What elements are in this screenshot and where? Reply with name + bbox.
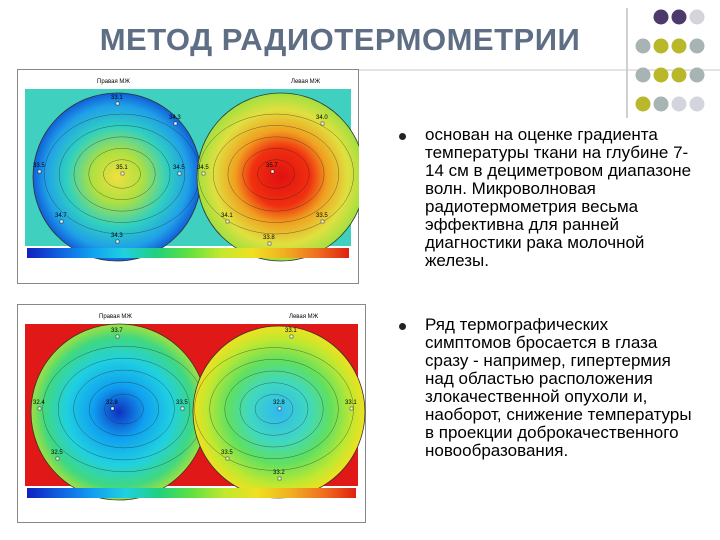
point-marker — [55, 456, 60, 461]
point-marker — [320, 219, 325, 224]
panel-label: Правая МЖ — [97, 79, 130, 85]
isoline — [198, 113, 354, 235]
bullet-marker — [399, 323, 406, 330]
point-marker — [120, 171, 125, 176]
point-marker — [267, 241, 272, 246]
point-marker — [177, 171, 182, 176]
point-value: 34.7 — [55, 213, 67, 219]
decor-dot — [635, 38, 651, 54]
isoline — [103, 159, 141, 189]
decor-dot — [653, 96, 669, 112]
decor-dot — [689, 67, 705, 83]
isoline — [73, 369, 175, 449]
thermo-map: Правая МЖ Левая МЖ 33.1 34.3 33.5 35.1 34.5 34.… — [17, 69, 359, 284]
point-marker — [115, 101, 120, 106]
decor-dot — [689, 96, 705, 112]
point-value: 33.8 — [263, 235, 275, 241]
point-marker — [201, 171, 206, 176]
decor-dot — [653, 38, 669, 54]
point-value: 34.1 — [221, 213, 233, 219]
point-value: 33.7 — [111, 328, 123, 334]
isoline — [73, 136, 171, 212]
point-value: 33.1 — [111, 95, 123, 101]
isoline — [254, 394, 294, 424]
isoline — [257, 159, 295, 189]
slide-title: МЕТОД РАДИОТЕРМОМЕТРИИ — [99, 22, 581, 57]
isoline — [227, 136, 325, 212]
color-scale — [27, 488, 356, 498]
point-marker — [180, 406, 185, 411]
isoline — [212, 125, 340, 223]
isoline — [242, 148, 310, 200]
color-scale — [27, 248, 349, 258]
point-value: 34.0 — [316, 115, 328, 121]
isoline — [209, 359, 339, 459]
panel-label: Правая МЖ — [99, 314, 132, 320]
point-value: 33.5 — [221, 450, 233, 456]
bullet-marker — [399, 133, 406, 140]
point-value: 32.4 — [33, 400, 45, 406]
point-marker — [277, 406, 282, 411]
isoline — [88, 381, 160, 437]
panel-label: Левая МЖ — [291, 79, 321, 85]
breast-map — [196, 92, 359, 262]
decor-dot — [635, 96, 651, 112]
panel-label: Левая МЖ — [289, 314, 319, 320]
point-value: 33.1 — [345, 400, 357, 406]
isoline — [58, 125, 186, 223]
point-value: 32.8 — [106, 400, 118, 406]
point-marker — [270, 169, 275, 174]
isoline — [239, 382, 309, 436]
point-value: 33.1 — [285, 328, 297, 334]
point-marker — [277, 476, 282, 481]
point-marker — [110, 406, 115, 411]
decor-dot — [689, 9, 705, 25]
decor-dot — [671, 38, 687, 54]
decor-dot — [671, 9, 687, 25]
decor-dot — [671, 67, 687, 83]
isoline — [224, 370, 324, 448]
decor-dot — [653, 67, 669, 83]
decor-dot — [635, 67, 651, 83]
point-value: 35.1 — [116, 165, 128, 171]
point-marker — [59, 219, 64, 224]
decor-dot — [653, 9, 669, 25]
point-marker — [349, 406, 354, 411]
point-value: 32.5 — [51, 450, 63, 456]
point-marker — [289, 334, 294, 339]
point-value: 33.5 — [176, 400, 188, 406]
isoline — [104, 393, 144, 425]
point-value: 34.3 — [169, 115, 181, 121]
bullet-text: основан на оценке градиента температуры … — [425, 125, 692, 270]
thermo-map: Правая МЖ Левая МЖ 33.7 32.4 32.8 33.5 32.5 33.… — [17, 304, 366, 523]
point-marker — [173, 121, 178, 126]
breast-map — [30, 323, 208, 501]
point-value: 33.5 — [316, 213, 328, 219]
point-marker — [225, 456, 230, 461]
isoline — [88, 148, 156, 200]
decor-dot — [671, 96, 687, 112]
point-value: 32.8 — [273, 400, 285, 406]
point-value: 33.5 — [33, 163, 45, 169]
point-marker — [225, 219, 230, 224]
isoline — [194, 347, 354, 471]
point-value: 34.3 — [111, 233, 123, 239]
point-value: 35.7 — [266, 163, 278, 169]
point-value: 34.5 — [197, 165, 209, 171]
isoline — [57, 357, 191, 461]
bullet-text: Ряд термографических симптомов бросается… — [425, 315, 692, 460]
point-marker — [115, 334, 120, 339]
decor-dot — [689, 38, 705, 54]
point-value: 34.5 — [173, 165, 185, 171]
point-marker — [37, 169, 42, 174]
point-marker — [115, 239, 120, 244]
point-marker — [37, 406, 42, 411]
point-marker — [320, 121, 325, 126]
point-value: 33.2 — [273, 470, 285, 476]
